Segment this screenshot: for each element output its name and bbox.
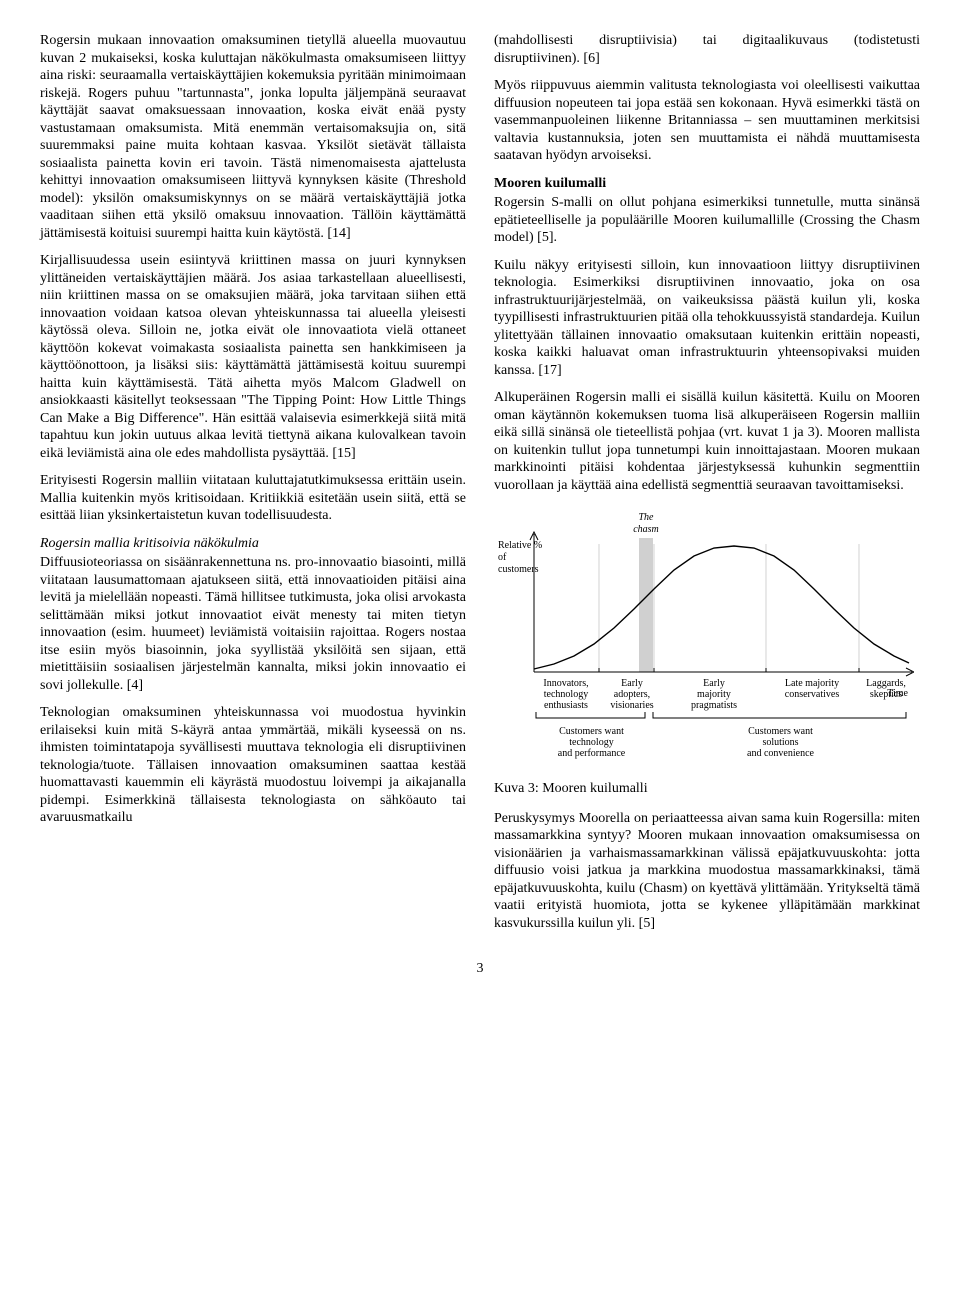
right-para-3: Rogersin S-malli on ollut pohjana esimer…	[494, 194, 920, 247]
svg-text:adopters,: adopters,	[614, 689, 650, 700]
left-para-3: Erityisesti Rogersin malliin viitataan k…	[40, 472, 466, 525]
left-para-1: Rogersin mukaan innovaation omaksuminen …	[40, 32, 466, 242]
svg-text:skeptics: skeptics	[870, 689, 902, 700]
svg-text:Early: Early	[703, 678, 725, 689]
svg-text:The: The	[639, 512, 655, 523]
left-para-5: Teknologian omaksuminen yhteiskunnassa v…	[40, 704, 466, 827]
svg-text:chasm: chasm	[633, 524, 659, 535]
svg-text:technology: technology	[544, 689, 588, 700]
figure-3-chasm-chart: ThechasmRelative %ofcustomersTimeInnovat…	[494, 504, 920, 774]
right-para-1: (mahdollisesti disruptiivisia) tai digit…	[494, 32, 920, 67]
svg-text:pragmatists: pragmatists	[691, 700, 737, 711]
svg-text:visionaries: visionaries	[610, 700, 653, 711]
svg-text:technology: technology	[569, 737, 613, 748]
svg-text:conservatives: conservatives	[785, 689, 840, 700]
right-para-5: Alkuperäinen Rogersin malli ei sisällä k…	[494, 389, 920, 494]
figure-3-caption: Kuva 3: Mooren kuilumalli	[494, 780, 920, 798]
page-number: 3	[40, 960, 920, 978]
right-para-4: Kuilu näkyy erityisesti silloin, kun inn…	[494, 257, 920, 380]
svg-text:solutions: solutions	[762, 737, 798, 748]
svg-text:and performance: and performance	[558, 748, 626, 759]
svg-text:and convenience: and convenience	[747, 748, 814, 759]
svg-text:Early: Early	[621, 678, 643, 689]
right-para-2: Myös riippuvuus aiemmin valitusta teknol…	[494, 77, 920, 165]
svg-text:customers: customers	[498, 564, 539, 575]
svg-text:Customers want: Customers want	[559, 726, 624, 737]
svg-text:Laggards,: Laggards,	[866, 678, 906, 689]
svg-text:Relative %: Relative %	[498, 540, 542, 551]
left-subheading: Rogersin mallia kritisoivia näkökulmia	[40, 535, 466, 553]
left-para-4: Diffuusioteoriassa on sisäänrakennettuna…	[40, 554, 466, 694]
right-heading-moore: Mooren kuilumalli	[494, 175, 920, 193]
svg-text:Customers want: Customers want	[748, 726, 813, 737]
svg-text:enthusiasts: enthusiasts	[544, 700, 588, 711]
left-para-2: Kirjallisuudessa usein esiintyvä kriitti…	[40, 252, 466, 462]
svg-text:majority: majority	[697, 689, 731, 700]
page-columns: Rogersin mukaan innovaation omaksuminen …	[40, 32, 920, 942]
svg-text:Late majority: Late majority	[785, 678, 839, 689]
svg-text:Innovators,: Innovators,	[543, 678, 588, 689]
svg-text:of: of	[498, 552, 507, 563]
right-para-6: Peruskysymys Moorella on periaatteessa a…	[494, 810, 920, 933]
chasm-svg: ThechasmRelative %ofcustomersTimeInnovat…	[494, 504, 914, 774]
